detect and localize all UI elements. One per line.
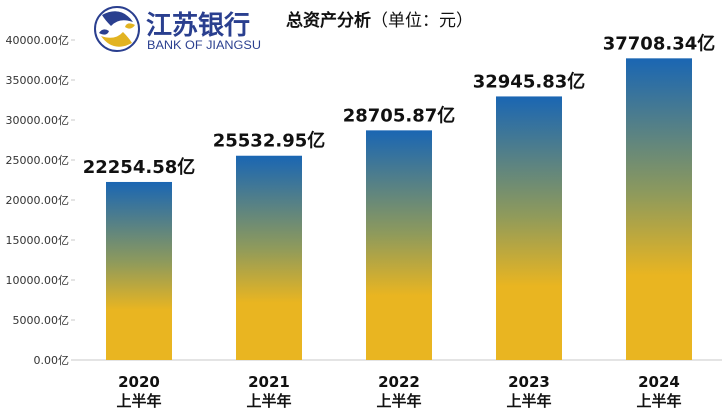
- bank-emblem-icon: [94, 6, 140, 52]
- y-tick-label: 40000.00亿: [6, 34, 70, 47]
- category-year-label: 2023: [508, 373, 550, 391]
- bar: [106, 181, 172, 360]
- value-label: 32945.83亿: [473, 70, 586, 92]
- bar: [366, 130, 432, 360]
- value-label: 25532.95亿: [213, 130, 326, 152]
- y-tick-label: 30000.00亿: [6, 114, 70, 127]
- logo-english-name: BANK OF JIANGSU: [147, 40, 261, 52]
- y-tick-label: 0.00亿: [34, 354, 70, 367]
- y-tick-label: 20000.00亿: [6, 194, 70, 207]
- y-tick-label: 10000.00亿: [6, 274, 70, 287]
- chart-title-unit: （单位：元）: [371, 11, 473, 31]
- category-period-label: 上半年: [376, 392, 421, 410]
- y-tick-label: 35000.00亿: [6, 74, 70, 87]
- y-axis-ticks: 0.00亿 5000.00亿 10000.00亿 15000.00亿 20000.00亿…: [6, 34, 75, 367]
- category-year-label: 2020: [118, 373, 160, 391]
- value-label: 22254.58亿: [83, 156, 196, 178]
- bank-logo: 江苏银行 BANK OF JIANGSU: [94, 6, 261, 52]
- category-year-label: 2022: [378, 373, 420, 391]
- y-tick-label: 5000.00亿: [13, 314, 70, 327]
- chart-title-main: 总资产分析: [286, 10, 371, 31]
- category-year-label: 2024: [638, 373, 680, 391]
- bar: [626, 58, 692, 360]
- chart-title: 总资产分析（单位：元）: [286, 10, 473, 31]
- category-period-label: 上半年: [506, 392, 551, 410]
- value-labels: 22254.58亿 25532.95亿 28705.87亿 32945.83亿 3770…: [83, 32, 716, 178]
- value-label: 28705.87亿: [343, 104, 456, 126]
- y-tick-label: 25000.00亿: [6, 154, 70, 167]
- bar: [236, 155, 302, 360]
- category-period-label: 上半年: [116, 392, 161, 410]
- category-year-label: 2021: [248, 373, 290, 391]
- category-period-label: 上半年: [246, 392, 291, 410]
- y-tick-label: 15000.00亿: [6, 234, 70, 247]
- bars: [106, 58, 692, 361]
- logo-chinese-name: 江苏银行: [146, 10, 250, 41]
- category-period-label: 上半年: [636, 392, 681, 410]
- value-label: 37708.34亿: [603, 32, 716, 54]
- bar: [496, 96, 562, 361]
